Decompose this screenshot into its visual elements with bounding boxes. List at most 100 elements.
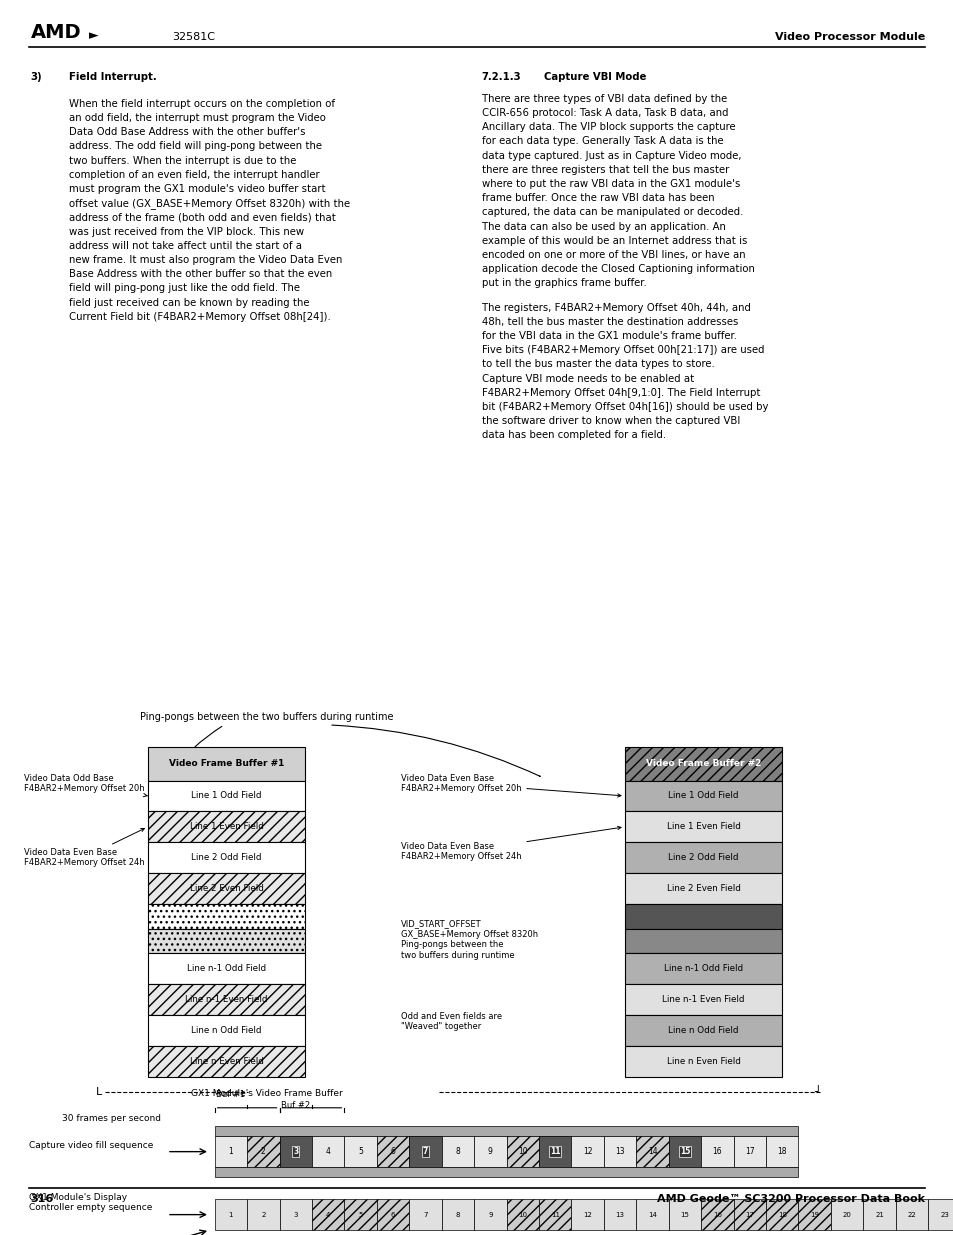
Bar: [376, 1199, 409, 1230]
Text: 16: 16: [712, 1212, 721, 1218]
Text: 2: 2: [261, 1212, 265, 1218]
Bar: [668, 1199, 700, 1230]
Bar: [409, 1199, 441, 1230]
Text: 17: 17: [744, 1147, 754, 1156]
Bar: [765, 1199, 798, 1230]
Bar: [279, 1136, 312, 1167]
Text: 1: 1: [229, 1147, 233, 1156]
Bar: [571, 1136, 603, 1167]
Text: Video Data Even Base
F4BAR2+Memory Offset 24h: Video Data Even Base F4BAR2+Memory Offse…: [400, 826, 620, 861]
Text: there are three registers that tell the bus master: there are three registers that tell the …: [481, 164, 728, 175]
Bar: [624, 811, 781, 842]
Text: 23: 23: [939, 1212, 948, 1218]
Text: Line n-1 Even Field: Line n-1 Even Field: [661, 995, 744, 1004]
Text: Buf #1: Buf #1: [216, 1091, 245, 1099]
Text: Odd and Even fields are
"Weaved" together: Odd and Even fields are "Weaved" togethe…: [400, 1013, 501, 1031]
Text: 5: 5: [357, 1147, 363, 1156]
Text: Line 2 Odd Field: Line 2 Odd Field: [192, 853, 261, 862]
Bar: [733, 1199, 765, 1230]
Bar: [700, 1136, 733, 1167]
Text: encoded on one or more of the VBI lines, or have an: encoded on one or more of the VBI lines,…: [481, 249, 744, 261]
Text: 7: 7: [423, 1212, 427, 1218]
Text: where to put the raw VBI data in the GX1 module's: where to put the raw VBI data in the GX1…: [481, 179, 740, 189]
Text: must program the GX1 module's video buffer start: must program the GX1 module's video buff…: [69, 184, 325, 194]
Bar: [148, 984, 305, 1015]
Text: Video Frame Buffer #2: Video Frame Buffer #2: [645, 760, 760, 768]
Bar: [603, 1199, 636, 1230]
Text: 18: 18: [777, 1147, 786, 1156]
Text: Video Processor Module: Video Processor Module: [775, 32, 924, 42]
Text: 16: 16: [712, 1147, 721, 1156]
Text: Line 1 Odd Field: Line 1 Odd Field: [668, 792, 738, 800]
Bar: [506, 1136, 538, 1167]
Bar: [148, 1015, 305, 1046]
Text: for each data type. Generally Task A data is the: for each data type. Generally Task A dat…: [481, 137, 722, 147]
Bar: [636, 1199, 668, 1230]
Text: Capture VBI Mode: Capture VBI Mode: [543, 72, 645, 82]
Bar: [279, 1199, 312, 1230]
Bar: [624, 1015, 781, 1046]
Bar: [798, 1199, 830, 1230]
Bar: [214, 1136, 247, 1167]
Text: GX1 Module's Video Frame Buffer: GX1 Module's Video Frame Buffer: [191, 1089, 343, 1098]
Text: Line 1 Odd Field: Line 1 Odd Field: [192, 792, 261, 800]
Bar: [214, 1167, 798, 1177]
Text: 11: 11: [549, 1147, 560, 1156]
Text: 7: 7: [422, 1147, 428, 1156]
Text: Line n-1 Even Field: Line n-1 Even Field: [185, 995, 268, 1004]
Text: Five bits (F4BAR2+Memory Offset 00h[21:17]) are used: Five bits (F4BAR2+Memory Offset 00h[21:1…: [481, 345, 763, 356]
Text: 10: 10: [517, 1147, 527, 1156]
Text: completion of an even field, the interrupt handler: completion of an even field, the interru…: [69, 169, 319, 180]
Text: put in the graphics frame buffer.: put in the graphics frame buffer.: [481, 278, 646, 289]
Text: Line 2 Even Field: Line 2 Even Field: [666, 884, 740, 893]
Text: 15: 15: [679, 1212, 689, 1218]
Text: 5: 5: [358, 1212, 362, 1218]
Text: 21: 21: [874, 1212, 883, 1218]
Bar: [927, 1199, 953, 1230]
Text: L: L: [95, 1087, 102, 1097]
Text: Line 2 Even Field: Line 2 Even Field: [190, 884, 263, 893]
Bar: [148, 873, 305, 904]
Bar: [506, 1199, 538, 1230]
Bar: [409, 1136, 441, 1167]
Bar: [538, 1199, 571, 1230]
Text: The data can also be used by an application. An: The data can also be used by an applicat…: [481, 221, 725, 232]
Text: 32581C: 32581C: [172, 32, 214, 42]
Text: 3): 3): [30, 72, 42, 82]
Text: for the VBI data in the GX1 module's frame buffer.: for the VBI data in the GX1 module's fra…: [481, 331, 736, 341]
Bar: [312, 1199, 344, 1230]
Text: 12: 12: [582, 1147, 592, 1156]
Text: 13: 13: [615, 1147, 624, 1156]
Bar: [474, 1199, 506, 1230]
Bar: [624, 842, 781, 873]
Text: 11: 11: [550, 1212, 559, 1218]
Bar: [214, 1126, 798, 1136]
Bar: [624, 747, 781, 781]
Text: GX1 Module's Display
Controller empty sequence: GX1 Module's Display Controller empty se…: [29, 1193, 152, 1212]
Bar: [668, 1136, 700, 1167]
Bar: [247, 1199, 279, 1230]
Text: 10: 10: [517, 1212, 527, 1218]
Text: Field Interrupt.: Field Interrupt.: [69, 72, 156, 82]
Text: F4BAR2+Memory Offset 04h[9,1:0]. The Field Interrupt: F4BAR2+Memory Offset 04h[9,1:0]. The Fie…: [481, 388, 760, 398]
Text: to tell the bus master the data types to store.: to tell the bus master the data types to…: [481, 359, 714, 369]
Text: an odd field, the interrupt must program the Video: an odd field, the interrupt must program…: [69, 114, 325, 124]
Text: 2: 2: [261, 1147, 265, 1156]
Text: 1: 1: [229, 1212, 233, 1218]
Bar: [765, 1136, 798, 1167]
Text: 13: 13: [615, 1212, 624, 1218]
Bar: [247, 1136, 279, 1167]
Bar: [148, 781, 305, 811]
Text: bit (F4BAR2+Memory Offset 04h[16]) should be used by: bit (F4BAR2+Memory Offset 04h[16]) shoul…: [481, 401, 767, 412]
Bar: [344, 1136, 376, 1167]
Text: Data Odd Base Address with the other buffer's: Data Odd Base Address with the other buf…: [69, 127, 305, 137]
Bar: [344, 1199, 376, 1230]
Text: captured, the data can be manipulated or decoded.: captured, the data can be manipulated or…: [481, 207, 742, 217]
Bar: [474, 1136, 506, 1167]
Text: address will not take affect until the start of a: address will not take affect until the s…: [69, 241, 301, 251]
Text: AMD Geode™ SC3200 Processor Data Book: AMD Geode™ SC3200 Processor Data Book: [657, 1194, 924, 1204]
Text: field just received can be known by reading the: field just received can be known by read…: [69, 298, 309, 308]
Bar: [895, 1199, 927, 1230]
Text: the software driver to know when the captured VBI: the software driver to know when the cap…: [481, 416, 740, 426]
Bar: [624, 873, 781, 904]
